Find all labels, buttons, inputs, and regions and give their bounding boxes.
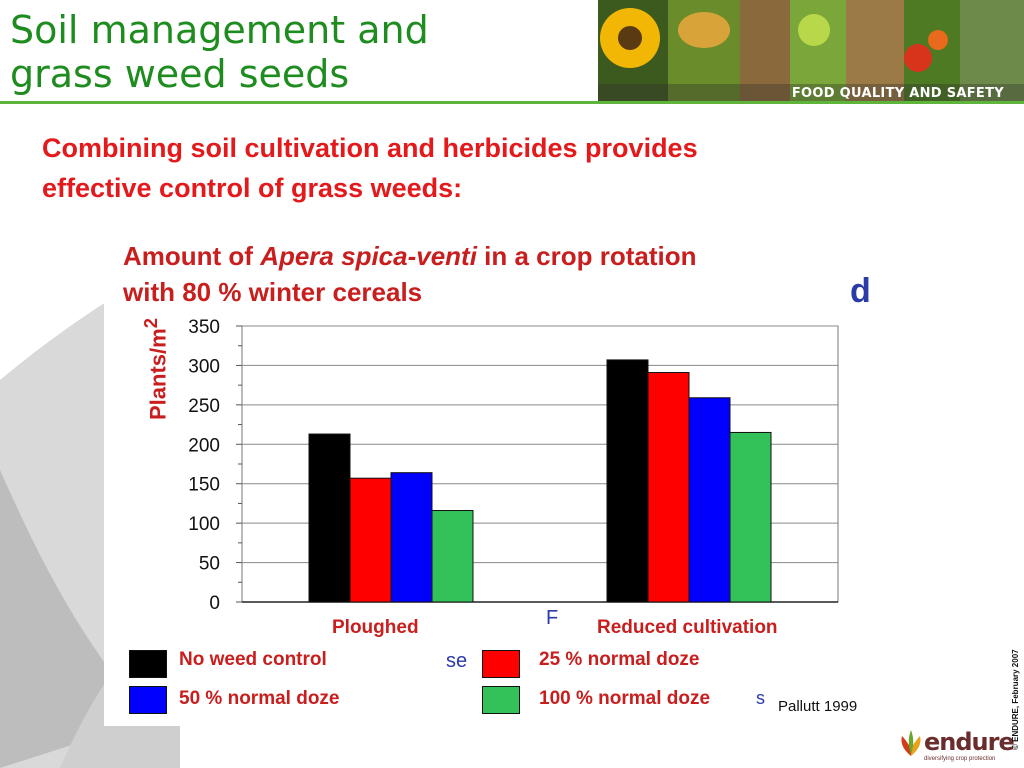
legend-label-25-percent: 25 % normal doze bbox=[539, 649, 700, 670]
chart-title-line2: with 80 % winter cereals bbox=[123, 277, 423, 307]
ghost-text-se: se bbox=[446, 650, 468, 672]
y-tick-label: 350 bbox=[188, 317, 220, 338]
header-divider bbox=[0, 101, 1024, 104]
endure-logo-icon bbox=[901, 730, 921, 756]
copyright-notice: © ENDURE, February 2007 bbox=[1011, 649, 1020, 750]
y-tick-label: 0 bbox=[209, 593, 220, 614]
y-tick-label: 100 bbox=[188, 514, 220, 535]
bar-1-3 bbox=[729, 431, 772, 603]
endure-logo-tagline: diversifying crop protection bbox=[924, 756, 996, 762]
slide-title-line2: grass weed seeds bbox=[10, 52, 350, 96]
ghost-letter-d: d bbox=[850, 272, 871, 310]
banner-caption: FOOD QUALITY AND SAFETY bbox=[791, 86, 1004, 101]
bar-1-0 bbox=[606, 359, 649, 603]
slide-subtitle: Combining soil cultivation and herbicide… bbox=[42, 128, 922, 208]
ghost-letter-f: F bbox=[546, 607, 559, 629]
y-tick-label: 200 bbox=[188, 435, 220, 456]
legend-label-100-percent: 100 % normal doze bbox=[539, 688, 711, 709]
bar-0-3 bbox=[431, 510, 474, 603]
category-label-ploughed: Ploughed bbox=[332, 617, 419, 638]
y-tick-label: 250 bbox=[188, 396, 220, 417]
source-citation: Pallutt 1999 bbox=[778, 698, 858, 715]
category-label-reduced-cultivation: Reduced cultivation bbox=[597, 617, 778, 638]
bar-1-2 bbox=[688, 397, 731, 603]
slide-title-line1: Soil management and bbox=[10, 8, 429, 52]
endure-logo-text: endure bbox=[924, 728, 1015, 756]
legend-label-no-weed-control: No weed control bbox=[179, 649, 327, 670]
subtitle-line1: Combining soil cultivation and herbicide… bbox=[42, 133, 698, 163]
y-tick-label: 150 bbox=[188, 475, 220, 496]
slide-title: Soil management and grass weed seeds bbox=[10, 8, 429, 96]
banner-collage-image bbox=[598, 0, 1024, 102]
bar-0-0 bbox=[308, 433, 351, 603]
legend-swatch-100-percent bbox=[482, 686, 520, 714]
ghost-letter-s: s bbox=[756, 688, 765, 708]
legend-swatch-50-percent bbox=[129, 686, 167, 714]
chart-title-species: Apera spica-venti bbox=[260, 241, 477, 271]
legend-swatch-25-percent bbox=[482, 650, 520, 678]
bar-0-1 bbox=[349, 477, 392, 603]
y-tick-label: 50 bbox=[199, 554, 220, 575]
chart-title-prefix: Amount of bbox=[123, 241, 261, 271]
bar-0-2 bbox=[390, 472, 433, 603]
legend-swatch-no-weed-control bbox=[129, 650, 167, 678]
y-tick-label: 300 bbox=[188, 356, 220, 377]
subtitle-line2: effective control of grass weeds: bbox=[42, 173, 463, 203]
chart-title-suffix: in a crop rotation bbox=[476, 241, 697, 271]
photo-banner: FOOD QUALITY AND SAFETY bbox=[598, 0, 1024, 102]
chart-title: Amount of Apera spica-venti in a crop ro… bbox=[123, 238, 697, 310]
bar-1-1 bbox=[647, 372, 690, 603]
legend-label-50-percent: 50 % normal doze bbox=[179, 688, 340, 709]
